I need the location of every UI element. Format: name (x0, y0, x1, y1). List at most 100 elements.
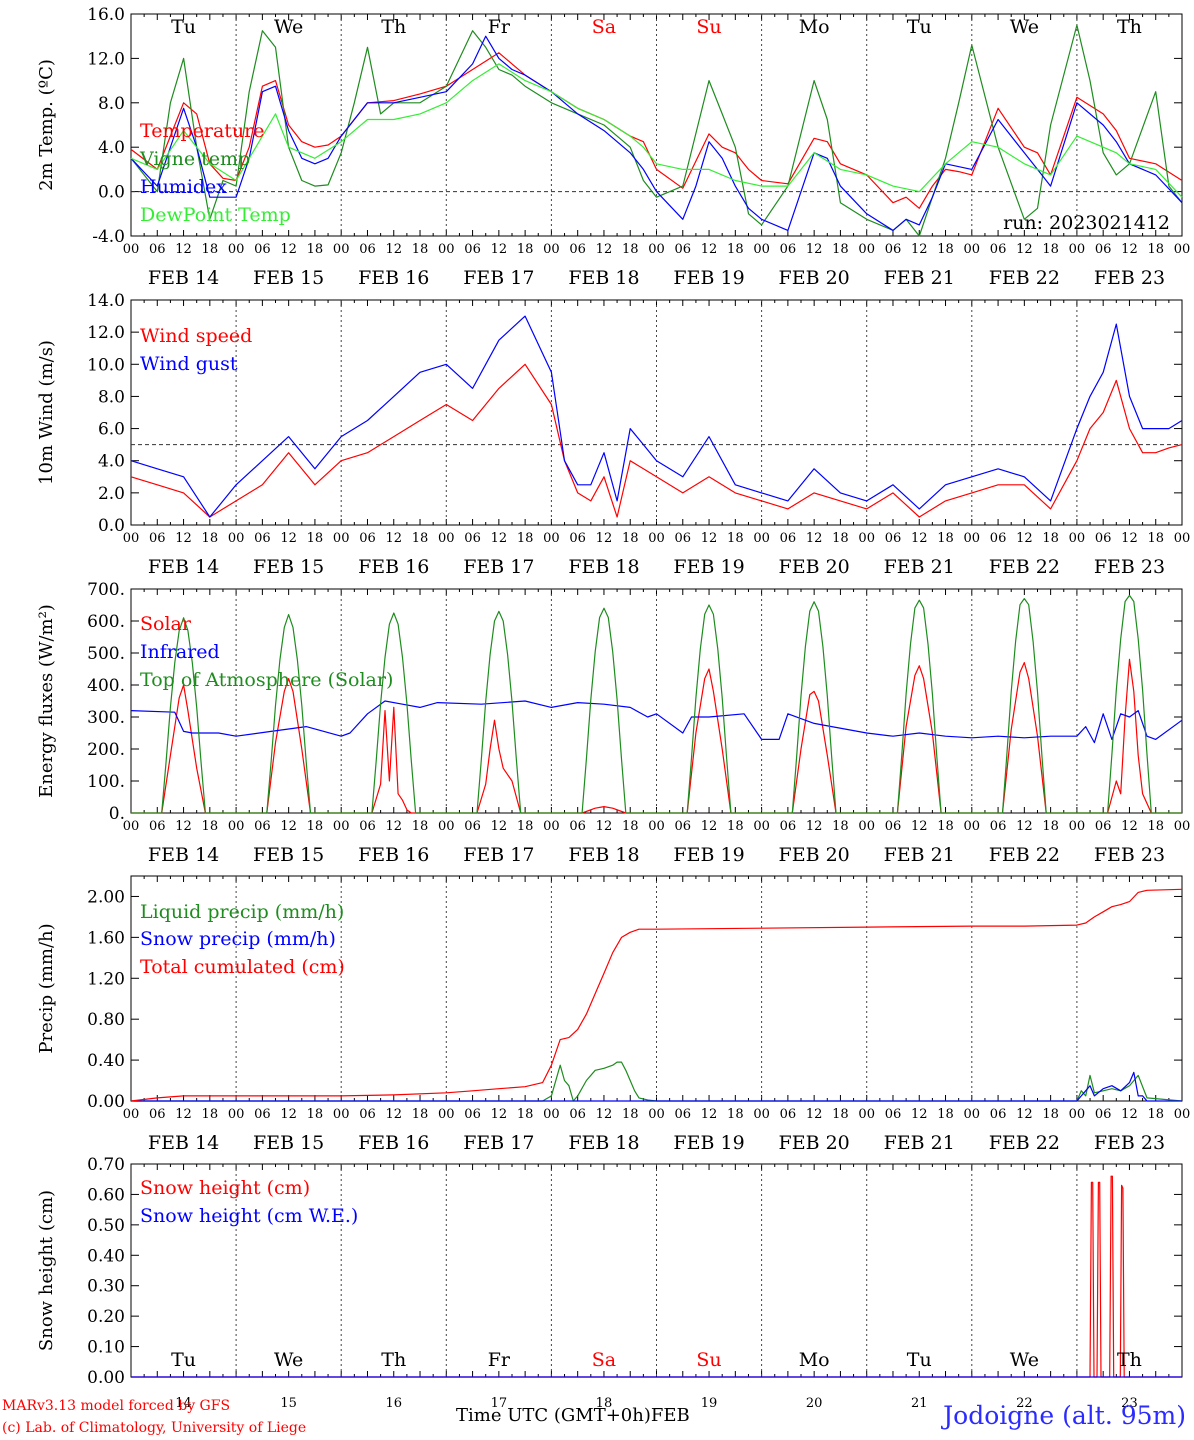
hour-label: 06 (1095, 1107, 1112, 1122)
hour-label: 00 (228, 1107, 245, 1122)
hour-label: 00 (964, 531, 981, 546)
hour-label: 18 (1042, 242, 1059, 257)
y-tick-label: 400. (87, 676, 125, 696)
y-tick-label: 10.0 (87, 355, 125, 375)
hour-label: 00 (964, 242, 981, 257)
hour-label: 18 (517, 242, 534, 257)
hour-label: 00 (333, 531, 350, 546)
hour-label: 18 (412, 1107, 429, 1122)
hour-label: 00 (1069, 819, 1086, 834)
hour-label: 00 (858, 1107, 875, 1122)
date-label: FEB 16 (358, 844, 429, 866)
date-label: FEB 19 (673, 1132, 744, 1154)
hour-label: 12 (701, 242, 718, 257)
series-infrared (130, 700, 1183, 744)
hour-label: 06 (464, 531, 481, 546)
hour-label: 06 (780, 242, 797, 257)
y-tick-label: 0. (109, 804, 125, 824)
date-label: FEB 14 (148, 556, 219, 578)
date-label: FEB 20 (779, 1132, 850, 1154)
hour-label: 18 (727, 242, 744, 257)
date-label: FEB 21 (884, 556, 955, 578)
legend-entry: Liquid precip (mm/h) (140, 901, 344, 923)
y-tick-label: 0.60 (87, 1185, 125, 1205)
hour-label: 06 (149, 1107, 166, 1122)
x-axis-month: FEB (650, 1405, 690, 1426)
y-tick-label: 2.00 (87, 887, 125, 907)
hour-label: 06 (675, 242, 692, 257)
y-tick-label: 1.20 (87, 969, 125, 989)
series-wind-gust (130, 315, 1183, 518)
hour-label: 06 (464, 819, 481, 834)
date-label: FEB 17 (463, 1132, 534, 1154)
legend-entry: Wind speed (140, 325, 252, 347)
hour-label: 12 (280, 1107, 297, 1122)
y-axis-title: 10m Wind (m/s) (36, 340, 57, 485)
date-label: FEB 22 (989, 267, 1060, 289)
date-label: FEB 19 (673, 844, 744, 866)
hour-label: 00 (333, 242, 350, 257)
hour-label: 00 (228, 531, 245, 546)
hour-label: 18 (202, 531, 219, 546)
weekday-top: Su (696, 16, 721, 38)
hour-label: 18 (307, 531, 324, 546)
hour-label: 12 (701, 1107, 718, 1122)
hour-label: 12 (1121, 242, 1138, 257)
hour-label: 00 (228, 242, 245, 257)
y-tick-label: 2.0 (98, 484, 125, 504)
date-label: FEB 20 (779, 267, 850, 289)
weekday-bottom: Th (381, 1349, 406, 1371)
hour-label: 18 (937, 819, 954, 834)
hour-label: 18 (307, 1107, 324, 1122)
hour-label: 06 (464, 242, 481, 257)
hour-label: 06 (675, 531, 692, 546)
y-tick-label: 0.80 (87, 1010, 125, 1030)
hour-label: 06 (254, 531, 271, 546)
date-label: FEB 21 (884, 1132, 955, 1154)
hour-label: 06 (149, 531, 166, 546)
hour-label: 12 (175, 531, 192, 546)
hour-label: 00 (964, 1107, 981, 1122)
y-axis-title: Snow height (cm) (36, 1190, 57, 1351)
hour-label: 12 (280, 819, 297, 834)
hour-label: 12 (385, 819, 402, 834)
y-tick-label: 100. (87, 772, 125, 792)
hour-label: 06 (990, 1107, 1007, 1122)
y-tick-label: 0.0 (98, 516, 125, 536)
hour-label: 06 (464, 1107, 481, 1122)
y-tick-label: 4.0 (98, 452, 125, 472)
hour-label: 12 (175, 819, 192, 834)
hour-label: 00 (123, 1107, 140, 1122)
hour-label: 18 (1147, 242, 1164, 257)
day-number: 16 (385, 1396, 402, 1411)
hour-label: 00 (753, 242, 770, 257)
y-tick-label: 0.50 (87, 1216, 125, 1236)
date-label: FEB 17 (463, 844, 534, 866)
date-label: FEB 14 (148, 267, 219, 289)
hour-label: 00 (333, 1107, 350, 1122)
hour-label: 12 (596, 819, 613, 834)
hour-label: 12 (911, 1107, 928, 1122)
hour-label: 06 (885, 242, 902, 257)
hour-label: 00 (228, 819, 245, 834)
legend-entry: Vigne temp (139, 148, 250, 170)
hour-label: 06 (780, 819, 797, 834)
hour-label: 00 (543, 819, 560, 834)
hour-label: 18 (1042, 819, 1059, 834)
date-label: FEB 16 (358, 267, 429, 289)
legend-entry: Temperature (140, 120, 264, 142)
legend-entry: Wind gust (140, 353, 238, 375)
date-label: FEB 21 (884, 267, 955, 289)
hour-label: 18 (727, 819, 744, 834)
y-tick-label: 0.0 (98, 183, 125, 203)
weekday-bottom: Th (1117, 1349, 1142, 1371)
y-tick-label: -4.0 (92, 227, 125, 247)
day-number: 22 (1016, 1396, 1033, 1411)
hour-label: 18 (307, 242, 324, 257)
weekday-bottom: Sa (592, 1349, 616, 1371)
hour-label: 00 (858, 242, 875, 257)
date-label: FEB 23 (1094, 1132, 1165, 1154)
legend-entry: DewPoint Temp (140, 204, 291, 226)
y-tick-label: 8.0 (98, 94, 125, 114)
